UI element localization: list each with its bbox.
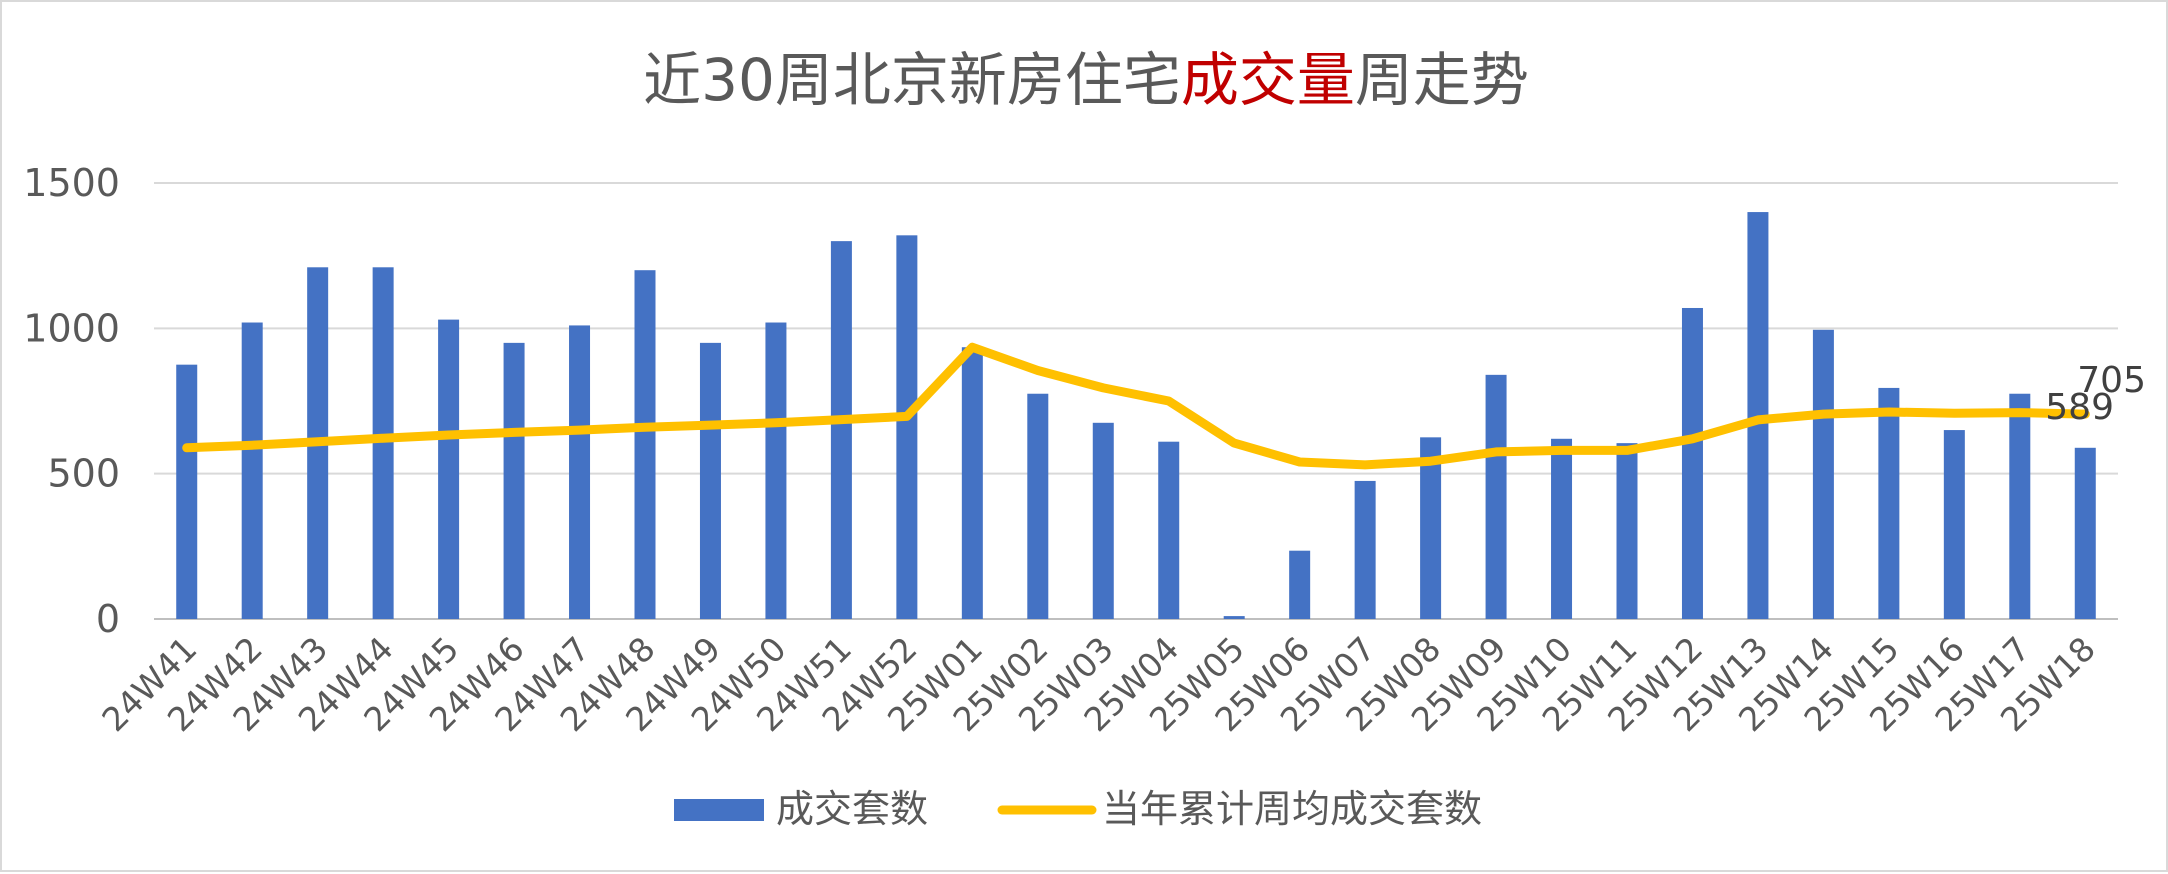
legend: 成交套数 当年累计周均成交套数: [674, 787, 1482, 831]
bar: [1027, 393, 1049, 619]
data-label: 589: [2045, 387, 2114, 428]
bar: [1616, 443, 1638, 619]
bar: [372, 267, 394, 619]
y-tick-label: 1000: [23, 306, 120, 350]
bar: [2009, 393, 2031, 619]
legend-swatch-bars: [674, 799, 764, 821]
bar: [2074, 447, 2096, 619]
x-axis: 24W4124W4224W4324W4424W4524W4624W4724W48…: [94, 629, 2103, 739]
line-series: [182, 342, 2090, 470]
bar: [1681, 307, 1703, 619]
y-tick-label: 0: [96, 597, 120, 641]
bar: [961, 347, 983, 619]
bar: [1485, 374, 1507, 619]
y-tick-label: 1500: [23, 161, 120, 205]
bar: [241, 322, 263, 619]
bar: [569, 325, 591, 619]
series-line: [182, 342, 2090, 470]
bar: [1289, 550, 1311, 619]
bar: [1943, 430, 1965, 619]
legend-label-bars: 成交套数: [776, 787, 928, 831]
bar: [634, 270, 656, 619]
chart-title-part-0: 近30周北京新房住宅: [643, 46, 1181, 114]
bar: [1092, 422, 1114, 619]
bar: [896, 235, 918, 619]
bar: [1551, 438, 1573, 619]
bar: [699, 342, 721, 619]
bar: [1812, 329, 1834, 619]
bar: [438, 319, 460, 619]
bar: [765, 322, 787, 619]
y-axis: 0 500 1000 1500: [23, 161, 120, 641]
chart-title-part-2: 周走势: [1355, 46, 1529, 114]
legend-label-line: 当年累计周均成交套数: [1102, 787, 1482, 831]
bar: [830, 241, 852, 619]
bar-series: [176, 212, 2096, 620]
bar: [176, 364, 198, 619]
bar: [1420, 437, 1442, 619]
y-tick-label: 500: [47, 452, 120, 496]
bar: [1878, 387, 1900, 619]
bar: [1354, 480, 1376, 619]
bar: [503, 342, 525, 619]
bar: [1223, 616, 1245, 619]
bar: [1158, 441, 1180, 619]
gridlines: [154, 182, 2118, 620]
chart-title-part-1: 成交量: [1181, 46, 1355, 114]
data-label: 705: [2077, 360, 2146, 401]
chart-title: 近30周北京新房住宅成交量周走势: [643, 46, 1529, 114]
